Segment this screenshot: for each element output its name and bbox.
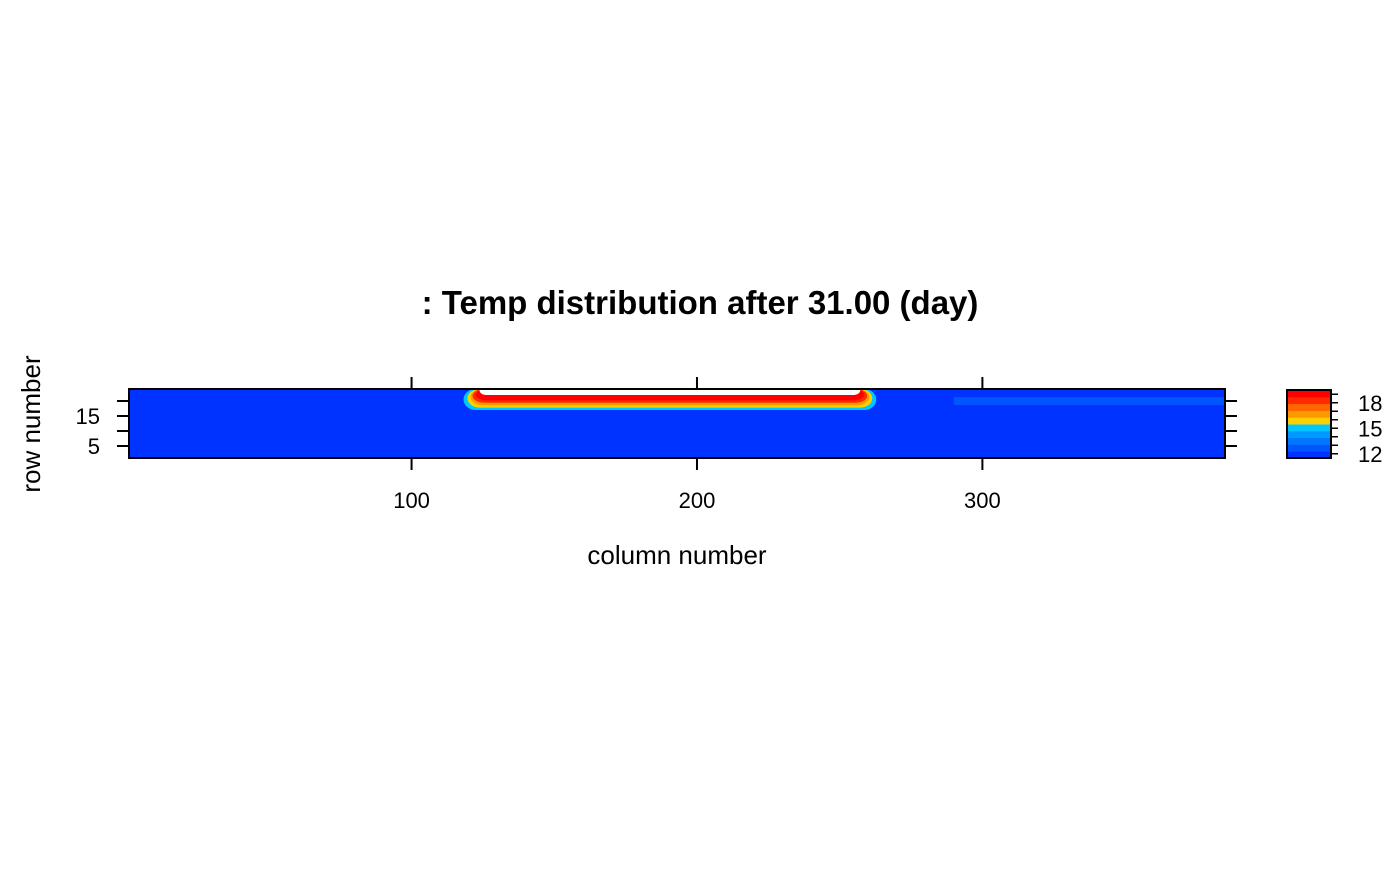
colorbar-swatch: [1287, 424, 1331, 431]
colorbar-swatch: [1287, 404, 1331, 411]
y-axis-label: row number: [16, 355, 46, 493]
x-tick-label: 100: [393, 488, 430, 513]
heatmap-far-field: [954, 397, 1225, 405]
colorbar-swatch: [1287, 390, 1331, 397]
colorbar-swatch: [1287, 438, 1331, 445]
colorbar-swatch: [1287, 410, 1331, 417]
y-tick-label: 5: [88, 434, 100, 459]
colorbar-swatch: [1287, 417, 1331, 424]
x-tick-label: 300: [964, 488, 1001, 513]
y-tick-label: 15: [76, 404, 100, 429]
colorbar-tick-label: 15: [1358, 416, 1382, 441]
colorbar-swatch: [1287, 431, 1331, 438]
colorbar-swatch: [1287, 444, 1331, 451]
x-axis-label: column number: [587, 540, 767, 570]
chart-title: : Temp distribution after 31.00 (day): [422, 284, 979, 321]
colorbar-swatch: [1287, 397, 1331, 404]
colorbar-tick-label: 12: [1358, 442, 1382, 467]
colorbar-tick-label: 18: [1358, 391, 1382, 416]
x-tick-label: 200: [679, 488, 716, 513]
heatmap-field: [129, 385, 1225, 458]
